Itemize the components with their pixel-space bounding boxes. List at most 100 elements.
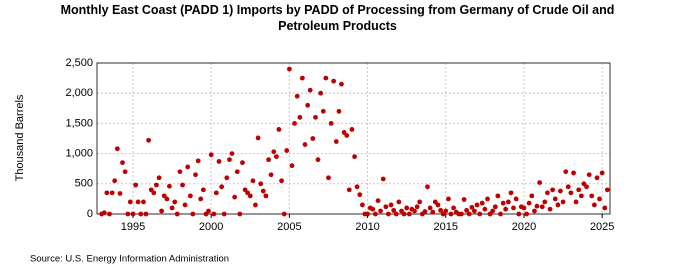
- point: [526, 200, 532, 206]
- point: [174, 211, 180, 217]
- point: [318, 90, 324, 96]
- point: [589, 193, 595, 199]
- point: [532, 208, 537, 214]
- point: [370, 206, 376, 212]
- point: [234, 169, 240, 175]
- point: [307, 87, 313, 93]
- point: [297, 114, 303, 120]
- point: [422, 209, 428, 214]
- point: [172, 199, 178, 205]
- point: [286, 66, 292, 72]
- point: [284, 148, 290, 153]
- point: [464, 207, 469, 213]
- point: [344, 133, 350, 138]
- point: [180, 182, 185, 188]
- plot-frame: [96, 62, 611, 215]
- point: [177, 169, 183, 175]
- point: [141, 199, 146, 205]
- point: [360, 202, 365, 208]
- point: [107, 211, 112, 217]
- point: [208, 152, 214, 158]
- point: [315, 157, 321, 163]
- point: [250, 178, 256, 184]
- point: [101, 210, 107, 216]
- point: [266, 157, 271, 163]
- point: [331, 78, 337, 84]
- point: [503, 206, 509, 212]
- point: [474, 202, 480, 208]
- point: [323, 75, 329, 81]
- point: [560, 199, 566, 205]
- point: [206, 208, 211, 214]
- point: [276, 127, 282, 132]
- point: [310, 136, 316, 141]
- x-tick-label: 2005: [277, 221, 301, 233]
- point: [529, 193, 535, 199]
- point: [378, 208, 383, 214]
- point: [182, 202, 188, 208]
- point: [435, 202, 441, 208]
- point: [237, 211, 243, 217]
- point: [133, 182, 139, 188]
- point: [490, 208, 496, 214]
- y-axis-label: Thousand Barrels: [14, 94, 26, 181]
- point: [279, 178, 284, 184]
- point: [260, 188, 266, 194]
- point: [573, 199, 579, 205]
- point: [404, 205, 410, 211]
- point: [224, 175, 230, 181]
- point: [273, 154, 279, 160]
- point: [479, 200, 485, 206]
- y-tick-label: 0: [87, 208, 93, 220]
- point: [125, 211, 131, 217]
- point: [511, 205, 516, 211]
- point: [430, 209, 436, 215]
- point: [597, 196, 602, 202]
- point: [200, 187, 206, 193]
- point: [247, 193, 253, 199]
- point: [578, 193, 584, 199]
- point: [594, 175, 600, 181]
- point: [372, 211, 378, 217]
- point: [383, 204, 389, 210]
- point: [258, 181, 264, 187]
- point: [471, 208, 477, 214]
- point: [253, 202, 258, 208]
- point: [240, 160, 245, 166]
- point: [122, 169, 128, 175]
- point: [414, 204, 420, 210]
- point: [292, 121, 297, 126]
- point: [336, 108, 342, 114]
- y-tick-label: 2,500: [65, 57, 93, 69]
- point: [326, 175, 331, 181]
- point: [524, 211, 530, 217]
- point: [599, 170, 605, 176]
- point: [485, 196, 490, 202]
- point: [339, 81, 344, 87]
- point: [232, 194, 238, 200]
- point: [328, 121, 334, 126]
- point: [604, 187, 610, 193]
- point: [448, 211, 454, 217]
- point: [120, 160, 125, 166]
- point: [500, 200, 506, 206]
- point: [268, 172, 274, 178]
- point: [446, 196, 451, 202]
- point: [167, 183, 172, 189]
- y-tick-label: 1,000: [65, 148, 93, 160]
- point: [271, 149, 277, 155]
- point: [281, 211, 287, 217]
- point: [229, 151, 235, 157]
- point: [146, 137, 152, 143]
- point: [352, 154, 357, 160]
- point: [552, 196, 558, 202]
- point: [388, 202, 394, 208]
- point: [219, 184, 225, 190]
- x-tick-label: 2015: [434, 221, 458, 233]
- point: [565, 184, 571, 190]
- point: [213, 190, 219, 196]
- point: [263, 193, 269, 199]
- point: [211, 211, 217, 217]
- point: [539, 204, 545, 210]
